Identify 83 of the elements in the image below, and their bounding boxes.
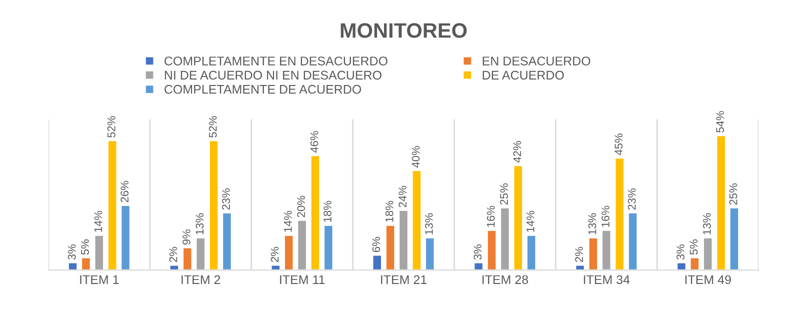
- bar: [512, 164, 524, 270]
- data-label: 40%: [412, 146, 420, 168]
- bar: [728, 207, 740, 270]
- x-tick-label: ITEM 49: [685, 275, 731, 284]
- data-label: 18%: [324, 200, 332, 222]
- data-label: 16%: [602, 206, 610, 227]
- data-label: 14%: [526, 210, 534, 232]
- data-label: 24%: [398, 186, 406, 208]
- bar: [208, 140, 220, 270]
- bar: [372, 254, 382, 270]
- data-label: 2%: [270, 246, 279, 262]
- data-label: 3%: [68, 244, 76, 260]
- data-label: 42%: [513, 141, 522, 163]
- bar: [702, 236, 714, 270]
- x-tick-label: ITEM 1: [80, 275, 119, 284]
- bar: [716, 134, 726, 270]
- legend-label: COMPLETAMENTE DE ACUERDO: [164, 84, 362, 94]
- bar: [411, 170, 422, 270]
- legend-label: COMPLETAMENTE EN DESACUERDO: [164, 56, 388, 66]
- bar: [182, 246, 193, 270]
- bar: [526, 234, 537, 270]
- data-label: 5%: [81, 239, 89, 255]
- data-label: 18%: [385, 200, 394, 222]
- data-label: 5%: [690, 239, 698, 255]
- data-label: 3%: [676, 244, 684, 260]
- data-label: 52%: [208, 116, 217, 138]
- bar: [628, 212, 638, 270]
- x-tick-label: ITEM 11: [280, 275, 325, 284]
- bar: [310, 154, 320, 270]
- data-label: 25%: [729, 183, 738, 205]
- data-label: 25%: [500, 183, 508, 205]
- data-label: 13%: [424, 213, 433, 234]
- bar: [601, 229, 612, 270]
- data-label: 9%: [182, 229, 190, 245]
- data-label: 23%: [222, 188, 230, 210]
- legend-label: DE ACUERDO: [482, 70, 564, 80]
- data-label: 13%: [196, 213, 204, 234]
- data-label: 26%: [120, 180, 129, 202]
- data-label: 14%: [94, 210, 102, 232]
- bar: [588, 236, 598, 270]
- bar: [424, 236, 436, 270]
- data-label: 2%: [575, 246, 583, 262]
- bar: [270, 264, 281, 270]
- bar: [574, 264, 586, 270]
- data-label: 2%: [169, 246, 178, 262]
- x-tick-label: ITEM 28: [482, 275, 528, 284]
- data-label: 54%: [716, 111, 724, 133]
- data-label: 14%: [284, 210, 292, 232]
- bar: [68, 262, 78, 270]
- data-label: 52%: [107, 116, 116, 138]
- x-tick-label: ITEM 2: [182, 275, 220, 284]
- bar: [676, 262, 687, 270]
- data-label: 3%: [474, 244, 482, 260]
- bar: [80, 256, 92, 270]
- legend-label: EN DESACUERDO: [482, 56, 590, 66]
- x-tick-label: ITEM 34: [584, 275, 630, 284]
- bar: [296, 220, 308, 270]
- legend-label: NI DE ACUERDO NI EN DESACUERO: [164, 70, 382, 80]
- x-tick-label: ITEM 21: [381, 275, 427, 284]
- bar: [222, 212, 232, 270]
- bar: [614, 157, 625, 270]
- bar: [398, 210, 409, 270]
- bar: [107, 140, 118, 270]
- bar: [120, 204, 131, 270]
- bar: [284, 234, 294, 270]
- data-label: 13%: [588, 213, 596, 234]
- data-label: 20%: [297, 196, 306, 218]
- data-label: 23%: [628, 188, 636, 210]
- bar: [168, 264, 180, 270]
- chart-title: MONITOREO: [340, 23, 467, 38]
- bar: [195, 236, 206, 270]
- bar: [500, 207, 510, 270]
- data-label: 6%: [372, 236, 380, 252]
- bar: [94, 234, 104, 270]
- data-label: 45%: [614, 134, 623, 156]
- bar: [486, 229, 498, 270]
- bar: [323, 224, 334, 270]
- data-label: 46%: [310, 131, 318, 153]
- data-label: 16%: [486, 206, 495, 227]
- data-label: 13%: [702, 213, 711, 234]
- bar: [473, 262, 484, 270]
- bar: [689, 256, 700, 270]
- bar: [385, 224, 396, 270]
